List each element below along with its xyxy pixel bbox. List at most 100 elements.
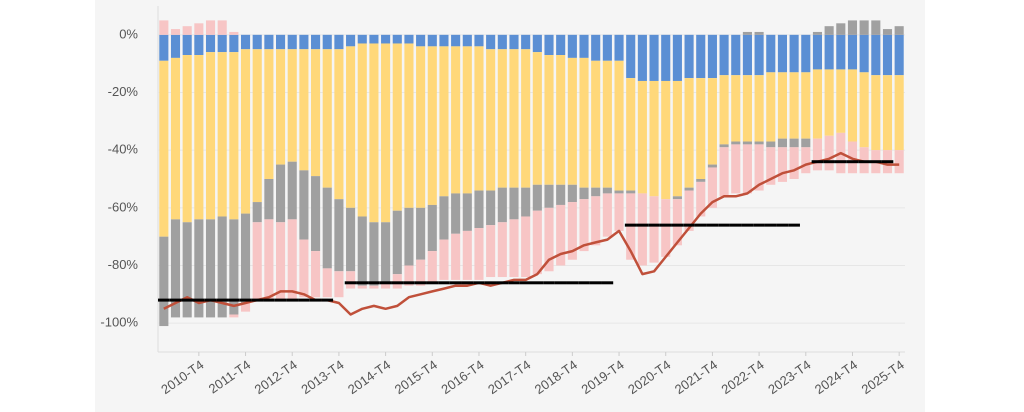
bar-segment xyxy=(439,46,449,197)
bar-segment xyxy=(766,141,776,148)
y-tick-label: -80% xyxy=(108,257,139,272)
bar-segment xyxy=(754,144,764,191)
bar-segment xyxy=(871,34,881,76)
bar-segment xyxy=(824,26,834,35)
bar-segment xyxy=(777,147,787,182)
bar-segment xyxy=(264,219,274,301)
bar-segment xyxy=(742,144,752,194)
bar-segment xyxy=(334,34,344,50)
bar-segment xyxy=(836,23,846,35)
bar-segment xyxy=(567,184,577,203)
bar-segment xyxy=(287,34,297,50)
bar-segment xyxy=(544,184,554,208)
bar-segment xyxy=(205,20,216,35)
bar-segment xyxy=(299,170,309,240)
bar-segment xyxy=(322,268,332,298)
bar-segment xyxy=(170,57,181,220)
bar-segment xyxy=(217,20,227,35)
bar-segment xyxy=(556,204,566,266)
bar-segment xyxy=(754,31,764,35)
bar-segment xyxy=(859,72,869,148)
bar-segment xyxy=(672,34,682,81)
bar-segment xyxy=(836,69,846,133)
bar-segment xyxy=(217,34,227,53)
y-tick-label: 0% xyxy=(119,26,138,41)
bar-segment xyxy=(777,72,787,139)
bar-segment xyxy=(205,219,216,318)
bar-segment xyxy=(427,204,437,252)
bar-segment xyxy=(626,190,636,194)
bar-segment xyxy=(579,34,589,58)
bar-segment xyxy=(731,141,741,145)
bar-segment xyxy=(194,55,204,220)
bar-segment xyxy=(182,26,192,35)
bar-segment xyxy=(789,34,799,73)
bar-segment xyxy=(661,80,671,200)
bar-segment xyxy=(719,34,729,76)
bar-segment xyxy=(486,34,496,50)
bar-segment xyxy=(369,222,379,286)
bar-segment xyxy=(264,179,274,220)
bar-segment xyxy=(381,222,391,283)
bar-segment xyxy=(812,138,823,171)
bar-segment xyxy=(707,34,717,79)
bar-segment xyxy=(696,179,706,182)
bar-segment xyxy=(894,26,904,35)
bar-segment xyxy=(392,210,402,275)
bar-segment xyxy=(497,49,507,188)
bar-segment xyxy=(416,259,426,286)
bar-segment xyxy=(556,55,566,185)
bar-segment xyxy=(287,219,297,301)
bar-segment xyxy=(661,199,671,257)
bar-segment xyxy=(182,34,192,56)
bar-segment xyxy=(346,207,356,272)
bar-segment xyxy=(591,196,601,246)
bar-segment xyxy=(451,46,461,194)
bar-segment xyxy=(719,144,729,148)
bar-segment xyxy=(614,193,624,231)
bar-segment xyxy=(392,34,402,44)
bar-segment xyxy=(299,49,309,171)
bar-segment xyxy=(381,43,391,223)
bar-segment xyxy=(871,20,881,35)
bar-segment xyxy=(532,52,542,185)
bar-segment xyxy=(252,202,262,223)
bar-segment xyxy=(824,69,834,136)
bar-segment xyxy=(416,207,426,260)
bar-segment xyxy=(521,187,531,217)
bar-segment xyxy=(486,49,496,191)
y-tick-label: -20% xyxy=(108,84,139,99)
bar-segment xyxy=(742,75,752,142)
bar-segment xyxy=(696,181,706,217)
bar-segment xyxy=(159,20,169,35)
y-tick-label: -100% xyxy=(100,315,138,330)
bar-segment xyxy=(416,46,426,208)
bar-segment xyxy=(182,55,192,223)
bar-segment xyxy=(474,34,484,47)
bar-segment xyxy=(346,34,356,47)
bar-segment xyxy=(509,219,519,278)
bar-segment xyxy=(509,49,519,188)
bar-segment xyxy=(240,213,251,303)
bar-segment xyxy=(474,46,484,191)
bar-segment xyxy=(357,43,367,217)
bar-segment xyxy=(824,34,834,70)
bar-segment xyxy=(264,34,274,50)
bar-segment xyxy=(544,55,554,185)
bar-segment xyxy=(637,80,647,194)
bar-segment xyxy=(579,57,589,188)
bar-segment xyxy=(357,216,367,286)
bar-segment xyxy=(229,31,239,35)
bar-segment xyxy=(766,34,776,73)
bar-segment xyxy=(777,34,787,73)
bar-segment xyxy=(497,187,507,223)
bar-segment xyxy=(719,75,729,145)
bar-segment xyxy=(579,187,589,200)
bar-segment xyxy=(357,285,367,289)
bar-segment xyxy=(742,34,752,76)
bar-segment xyxy=(311,34,321,50)
bar-segment xyxy=(369,285,379,289)
bar-segment xyxy=(322,34,332,50)
bar-segment xyxy=(276,34,286,50)
bar-segment xyxy=(847,69,858,142)
